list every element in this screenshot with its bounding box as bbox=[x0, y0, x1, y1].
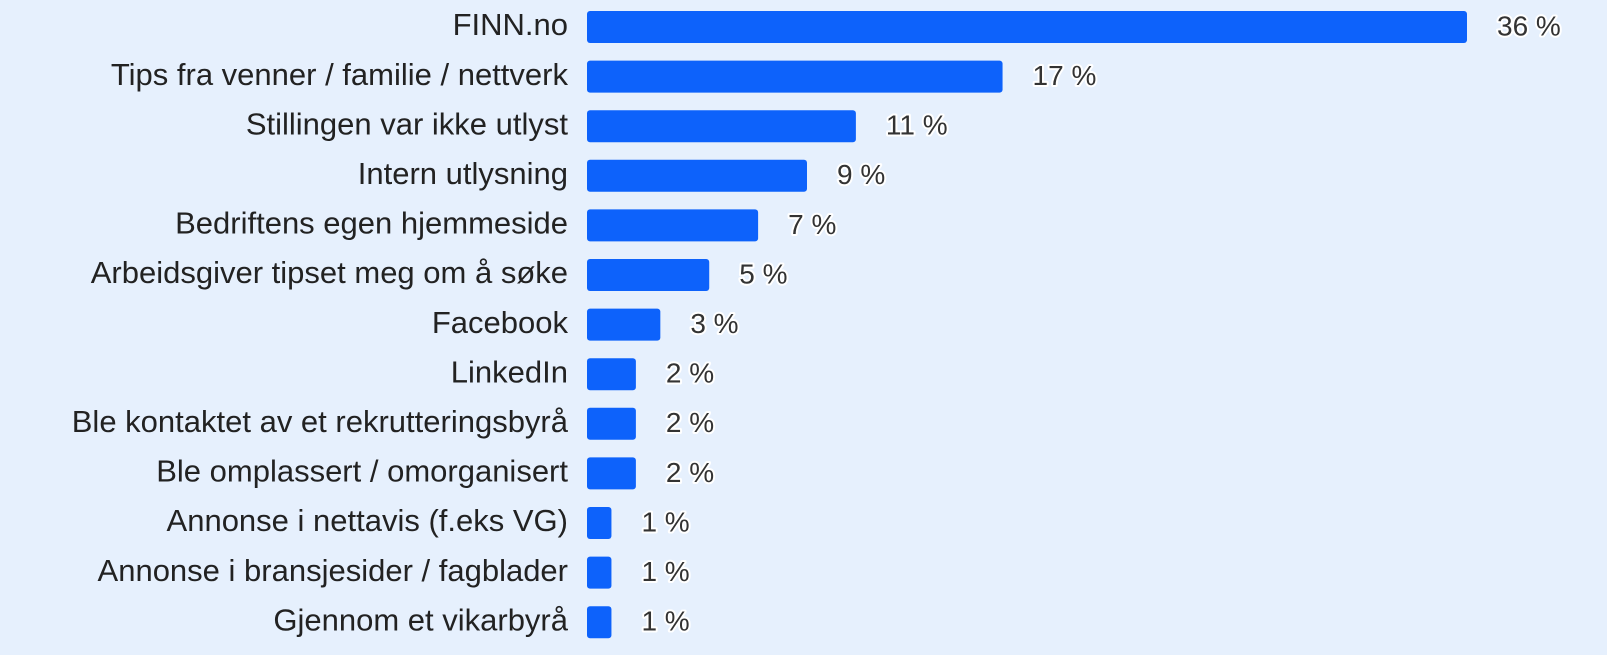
category-label: Facebook bbox=[432, 305, 569, 340]
value-label: 7 % bbox=[788, 209, 836, 240]
category-label: Stillingen var ikke utlyst bbox=[246, 106, 569, 141]
category-label: FINN.no bbox=[453, 7, 568, 42]
category-label: Ble kontaktet av et rekrutteringsbyrå bbox=[72, 404, 569, 439]
category-label: Intern utlysning bbox=[358, 156, 568, 191]
value-label: 11 % bbox=[886, 110, 948, 141]
bar bbox=[587, 358, 636, 391]
category-label: Gjennom et vikarbyrå bbox=[273, 602, 568, 637]
bar bbox=[587, 308, 661, 341]
value-label: 1 % bbox=[641, 506, 689, 537]
bar bbox=[587, 110, 856, 143]
value-label: 2 % bbox=[666, 407, 714, 438]
value-label: 9 % bbox=[837, 159, 885, 190]
category-label: Ble omplassert / omorganisert bbox=[156, 454, 568, 489]
category-label: Bedriftens egen hjemmeside bbox=[175, 206, 568, 241]
value-label: 2 % bbox=[666, 457, 714, 488]
value-label: 5 % bbox=[739, 258, 787, 289]
category-label: LinkedIn bbox=[451, 354, 568, 389]
bar bbox=[587, 11, 1467, 43]
value-label: 17 % bbox=[1033, 60, 1097, 91]
bar bbox=[587, 556, 612, 589]
bar bbox=[587, 407, 636, 440]
bar bbox=[587, 60, 1003, 93]
bar bbox=[587, 606, 612, 639]
value-label: 1 % bbox=[641, 606, 689, 637]
bar bbox=[587, 457, 636, 490]
bar bbox=[587, 159, 807, 192]
bar bbox=[587, 259, 710, 291]
category-label: Arbeidsgiver tipset meg om å søke bbox=[91, 255, 568, 290]
value-label: 3 % bbox=[690, 308, 738, 339]
category-label: Annonse i nettavis (f.eks VG) bbox=[167, 503, 568, 538]
value-label: 36 % bbox=[1497, 10, 1561, 41]
bar bbox=[587, 209, 759, 242]
value-label: 2 % bbox=[666, 358, 714, 389]
category-label: Tips fra venner / familie / nettverk bbox=[111, 57, 569, 92]
category-label: Annonse i bransjesider / fagblader bbox=[98, 553, 568, 588]
value-label: 1 % bbox=[641, 556, 689, 587]
bar bbox=[587, 507, 612, 539]
